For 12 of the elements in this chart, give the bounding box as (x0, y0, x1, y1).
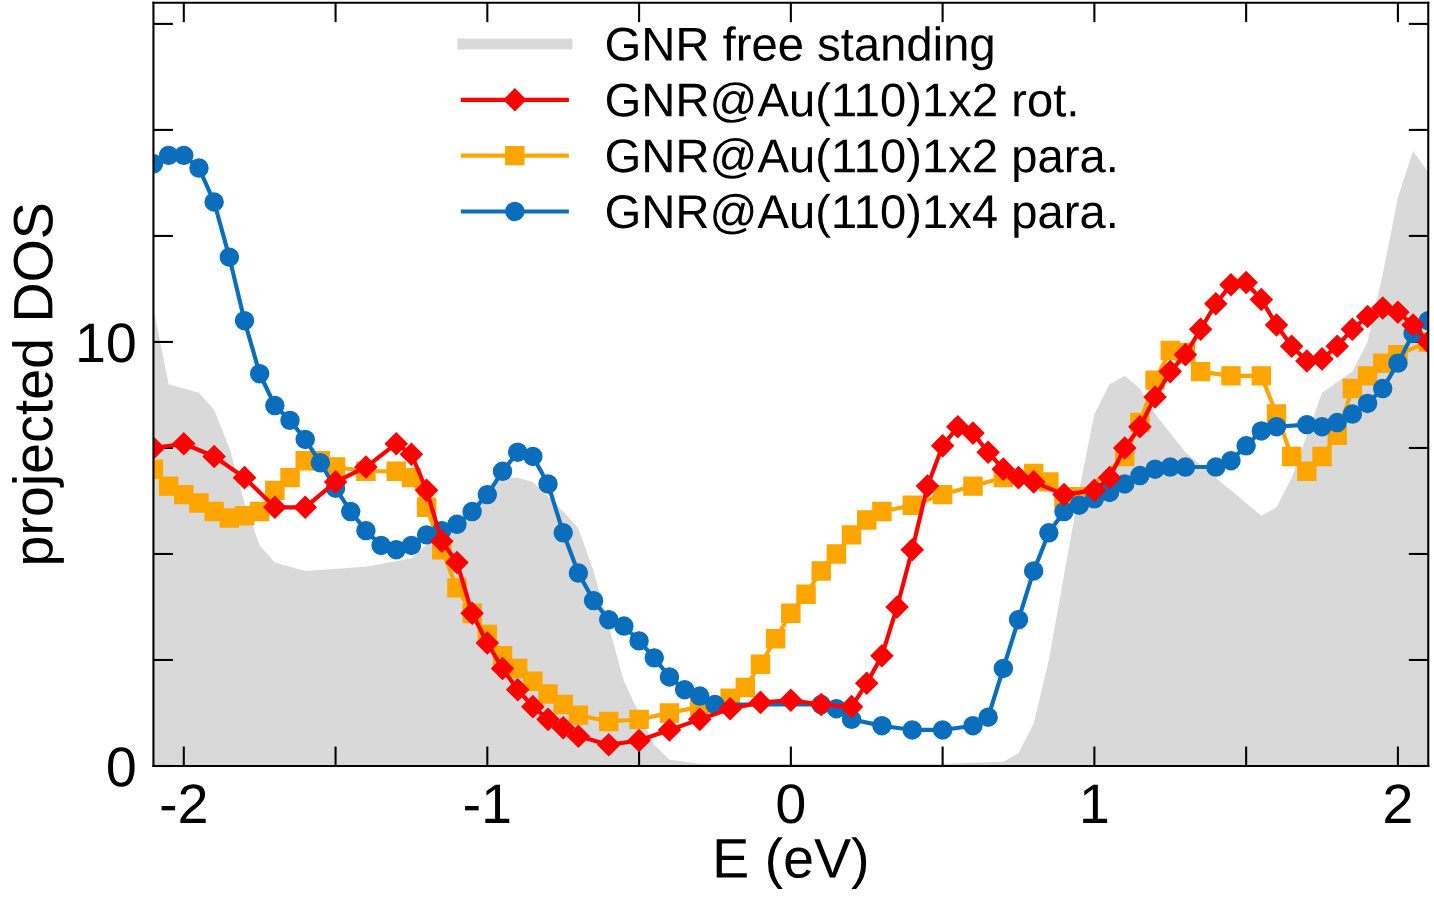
legend-label: GNR@Au(110)1x4 para. (606, 193, 1115, 238)
legend-label: GNR free standing (606, 26, 993, 71)
x-tick-label: 0 (777, 784, 805, 824)
x-tick-label: -2 (161, 784, 206, 823)
y-tick-label: 10 (79, 323, 135, 363)
x-axis-title: E (eV) (716, 837, 867, 889)
x-tick-label: 1 (1083, 784, 1108, 823)
x-tick-label: 2 (1385, 784, 1411, 823)
x-tick-label: -1 (465, 784, 510, 823)
legend-label: GNR@Au(110)1x2 para. (606, 137, 1115, 182)
y-axis-title: projected DOS (12, 204, 64, 563)
legend-label: GNR@Au(110)1x2 rot. (606, 82, 1076, 127)
